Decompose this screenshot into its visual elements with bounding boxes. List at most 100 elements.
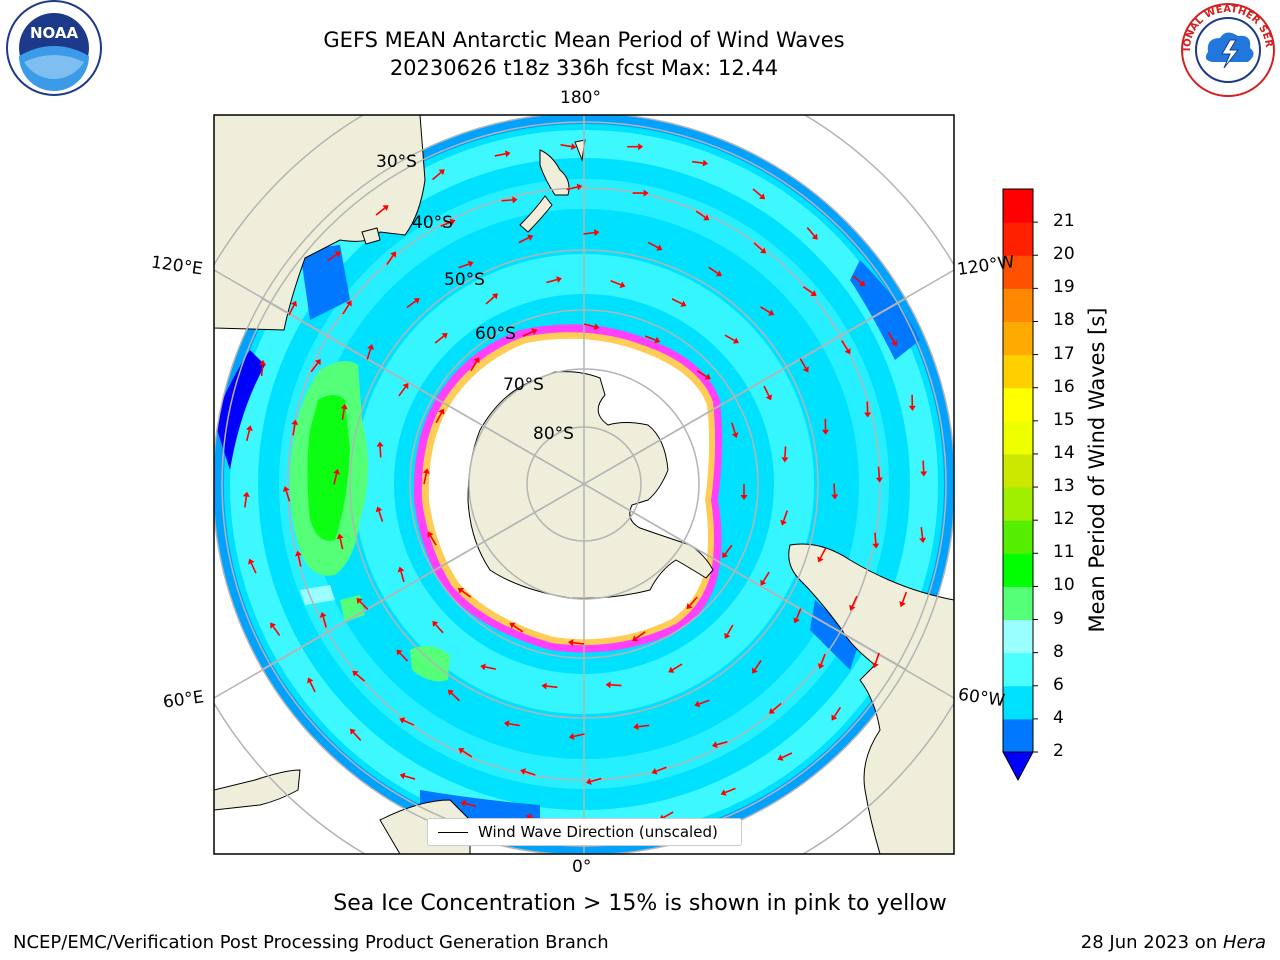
wind-wave-arrow-head <box>715 270 722 277</box>
wind-wave-arrow <box>833 706 842 717</box>
wind-wave-arrow-head <box>711 741 718 749</box>
colorbar-band <box>1003 387 1033 422</box>
wind-wave-arrow <box>434 335 445 344</box>
wind-wave-arrow-head <box>242 491 250 498</box>
wind-wave-arrow <box>638 724 650 728</box>
wind-wave-arrow-head <box>817 556 824 563</box>
wind-wave-arrow-head <box>720 789 727 796</box>
wind-wave-arrow-head <box>656 244 663 251</box>
wind-wave-arrow <box>458 263 470 269</box>
wind-wave-arrow <box>297 555 302 567</box>
wind-wave-arrow-head <box>831 494 839 500</box>
wind-wave-arrow <box>560 144 572 148</box>
wind-wave-arrow-head <box>295 550 302 557</box>
wind-wave-arrow-head <box>270 622 277 629</box>
nws-logo: NATIONAL WEATHER SERVICE <box>1178 2 1275 97</box>
wind-wave-arrow <box>450 692 460 702</box>
wind-wave-arrow <box>724 334 735 342</box>
wind-wave-arrow-head <box>382 205 389 211</box>
noaa-logo: NOAA <box>6 0 102 96</box>
colorbar-outline <box>1002 188 1034 753</box>
colorbar-tick-label: 8 <box>1053 641 1064 662</box>
wind-wave-arrow <box>359 600 369 610</box>
footer-host: Hera <box>1222 932 1266 953</box>
wind-wave-arrow-head <box>356 597 363 604</box>
colorbar-tick-label: 20 <box>1053 244 1075 265</box>
map-legend: Wind Wave Direction (unscaled) <box>427 818 742 846</box>
colorbar-tick-label: 4 <box>1053 707 1064 728</box>
wind-wave-arrow-head <box>568 733 575 740</box>
wind-wave-arrow-head <box>849 604 856 611</box>
wind-wave-arrow-head <box>694 700 701 708</box>
wind-wave-arrow-head <box>473 357 480 364</box>
colorbar-band <box>1003 487 1033 521</box>
wind-wave-arrow <box>920 527 924 539</box>
wind-wave-arrow-head <box>399 772 406 780</box>
wind-wave-arrow-head <box>349 728 356 735</box>
wind-wave-arrow <box>784 446 787 458</box>
wind-wave-arrow-head <box>638 143 644 151</box>
wind-wave-arrow-head <box>702 159 708 167</box>
wind-wave-arrow-head <box>525 813 532 821</box>
wind-wave-arrow-head <box>875 477 883 483</box>
wind-wave-arrow <box>782 510 789 522</box>
wind-wave-arrow <box>513 625 524 633</box>
wind-wave-arrow <box>440 221 452 227</box>
colorbar <box>1002 188 1038 782</box>
wind-wave-arrow <box>435 624 444 634</box>
wind-wave-arrow <box>322 616 327 628</box>
wind-wave-arrow-head <box>570 143 577 150</box>
colorbar-band <box>1003 420 1033 455</box>
wind-wave-arrow <box>327 253 338 262</box>
wind-wave-arrow <box>655 766 667 773</box>
wind-wave-arrow <box>583 323 595 328</box>
wind-wave-arrow-head <box>396 649 403 656</box>
wind-wave-arrow-head <box>290 300 298 307</box>
colorbar-band <box>1003 718 1033 753</box>
wind-wave-arrow <box>772 702 782 712</box>
wind-wave-arrow-head <box>722 551 729 559</box>
wind-wave-arrow-head <box>248 558 255 565</box>
wind-wave-arrow <box>244 496 248 508</box>
wind-wave-arrow-head <box>759 193 766 200</box>
wind-wave-arrow-head <box>760 579 767 586</box>
wind-wave-arrow <box>522 330 534 337</box>
wind-wave-arrow <box>671 298 683 305</box>
wind-wave-arrow <box>566 186 578 191</box>
wind-wave-arrow <box>432 171 442 181</box>
wind-wave-arrow-head <box>413 298 420 304</box>
wind-wave-arrow-head <box>732 337 739 344</box>
wind-wave-arrow-head <box>556 276 562 283</box>
lat-label-50s: 50°S <box>444 270 485 290</box>
wind-wave-arrow <box>494 153 506 157</box>
colorbar-tick-label: 19 <box>1053 277 1075 298</box>
wind-wave-arrow-head <box>427 531 434 538</box>
wind-wave-arrow-head <box>817 663 825 670</box>
wind-wave-arrow <box>644 335 656 341</box>
wind-wave-arrow-head <box>703 214 710 221</box>
lat-label-80s: 80°S <box>533 424 574 444</box>
wind-wave-arrow <box>795 608 802 620</box>
wind-wave-arrow <box>820 653 826 665</box>
wind-wave-arrow <box>245 429 251 442</box>
wind-wave-arrow <box>429 535 437 546</box>
colorbar-band <box>1003 354 1033 389</box>
wind-wave-arrow <box>465 802 477 808</box>
wind-wave-arrow-head <box>740 495 748 500</box>
wind-wave-arrow <box>435 412 443 424</box>
wind-wave-arrow <box>698 699 710 705</box>
wind-wave-arrow-head <box>844 348 851 355</box>
wind-wave-arrow <box>887 332 895 343</box>
wind-wave-arrow <box>288 304 295 316</box>
footer-date-text: 28 Jun 2023 on <box>1080 932 1223 953</box>
wind-wave-arrow <box>518 237 530 244</box>
wind-wave-arrow <box>524 770 536 776</box>
wind-wave-arrow-head <box>333 468 340 475</box>
colorbar-tick-label: 18 <box>1053 310 1075 331</box>
wind-wave-arrow-head <box>633 723 639 731</box>
footer-date: 28 Jun 2023 on Hera <box>1081 932 1266 953</box>
colorbar-band <box>1003 288 1033 322</box>
wind-wave-arrow <box>819 547 827 559</box>
wind-wave-arrow-head <box>768 707 776 714</box>
wind-wave-arrow <box>695 210 706 219</box>
